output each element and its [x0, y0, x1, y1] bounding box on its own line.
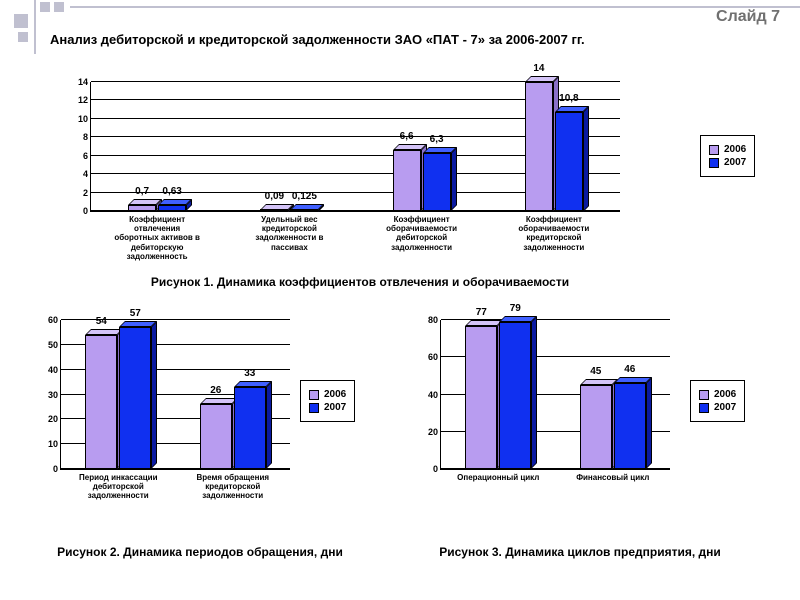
- y-tick-label: 40: [48, 365, 61, 375]
- bar-2007: 10,8: [555, 112, 583, 212]
- chart-1: 0 2 4 6 8 10 12 14 0,7 0,63 Коэффициентотвлеченияо…: [60, 72, 680, 272]
- chart-1-legend: 2006 2007: [700, 135, 755, 177]
- y-tick-label: 20: [428, 427, 441, 437]
- bar-2007: 6,3: [423, 153, 451, 211]
- y-tick-label: 8: [83, 132, 91, 142]
- value-label: 79: [510, 303, 521, 314]
- value-label: 0,09: [265, 191, 284, 202]
- y-tick-label: 0: [433, 464, 441, 474]
- deco-left-line: [34, 0, 36, 54]
- y-tick-label: 60: [48, 315, 61, 325]
- deco-sq-2: [54, 2, 64, 12]
- y-tick-label: 2: [83, 188, 91, 198]
- chart-3-legend: 2006 2007: [690, 380, 745, 422]
- y-tick-label: 50: [48, 340, 61, 350]
- y-tick-label: 0: [53, 464, 61, 474]
- chart-1-caption: Рисунок 1. Динамика коэффициентов отвлеч…: [100, 275, 620, 289]
- bar-2007: 46: [614, 383, 646, 469]
- category-label: Операционный цикл: [441, 469, 556, 482]
- y-tick-label: 40: [428, 390, 441, 400]
- y-tick-label: 10: [78, 114, 91, 124]
- legend-label-2007: 2007: [324, 402, 346, 413]
- category-label: Коэффициентоборачиваемостикредиторскойза…: [488, 211, 620, 252]
- value-label: 46: [624, 364, 635, 375]
- category-label: Коэффициентоборачиваемостидебиторскойзад…: [356, 211, 488, 252]
- y-tick-label: 30: [48, 390, 61, 400]
- value-label: 0,125: [292, 191, 317, 202]
- legend-swatch-2007: [699, 403, 709, 413]
- legend-label-2007: 2007: [724, 157, 746, 168]
- deco-sq-3: [14, 14, 28, 28]
- bar-2006: 45: [580, 385, 612, 469]
- bar-2006: 14: [525, 82, 553, 211]
- category-label: Время обращениякредиторскойзадолженности: [176, 469, 291, 501]
- legend-swatch-2007: [309, 403, 319, 413]
- y-tick-label: 10: [48, 439, 61, 449]
- value-label: 26: [210, 385, 221, 396]
- bar-2006: 77: [465, 326, 497, 469]
- legend-swatch-2006: [709, 145, 719, 155]
- page-title: Анализ дебиторской и кредиторской задолж…: [50, 32, 780, 47]
- bar-2007: 57: [119, 327, 151, 469]
- value-label: 45: [590, 366, 601, 377]
- value-label: 6,6: [400, 131, 414, 142]
- legend-label-2007: 2007: [714, 402, 736, 413]
- y-tick-label: 80: [428, 315, 441, 325]
- value-label: 10,8: [559, 93, 578, 104]
- y-tick-label: 6: [83, 151, 91, 161]
- bar-2006: 6,6: [393, 150, 421, 211]
- y-tick-label: 20: [48, 414, 61, 424]
- value-label: 54: [96, 316, 107, 327]
- deco-sq-1: [40, 2, 50, 12]
- bar-2006: 26: [200, 404, 232, 469]
- value-label: 6,3: [430, 134, 444, 145]
- legend-swatch-2006: [699, 390, 709, 400]
- bar-2007: 79: [499, 322, 531, 469]
- y-tick-label: 4: [83, 169, 91, 179]
- y-tick-label: 60: [428, 352, 441, 362]
- bar-2007: 33: [234, 387, 266, 469]
- value-label: 57: [130, 308, 141, 319]
- y-tick-label: 12: [78, 95, 91, 105]
- chart-2-plot: 01020304050605457Период инкассациидебито…: [60, 320, 290, 470]
- legend-label-2006: 2006: [324, 389, 346, 400]
- value-label: 33: [244, 368, 255, 379]
- value-label: 0,63: [162, 186, 181, 197]
- chart-2-legend: 2006 2007: [300, 380, 355, 422]
- y-tick-label: 14: [78, 77, 91, 87]
- category-label: Финансовый цикл: [556, 469, 671, 482]
- chart-2-caption: Рисунок 2. Динамика периодов обращения, …: [20, 545, 380, 559]
- value-label: 14: [533, 63, 544, 74]
- legend-label-2006: 2006: [714, 389, 736, 400]
- bar-2006: 54: [85, 335, 117, 469]
- chart-1-plot: 024681012140,70,63Коэффициентотвлеченияо…: [90, 82, 620, 212]
- legend-label-2006: 2006: [724, 144, 746, 155]
- deco-sq-4: [18, 32, 28, 42]
- deco-top-line: [70, 6, 800, 8]
- legend-swatch-2006: [309, 390, 319, 400]
- category-label: Удельный вескредиторскойзадолженности вп…: [223, 211, 355, 252]
- value-label: 0,7: [135, 186, 149, 197]
- y-tick-label: 0: [83, 206, 91, 216]
- category-label: Период инкассациидебиторскойзадолженност…: [61, 469, 176, 501]
- slide-number: Слайд 7: [716, 8, 780, 26]
- value-label: 77: [476, 307, 487, 318]
- legend-swatch-2007: [709, 158, 719, 168]
- chart-3-plot: 0204060807779Операционный цикл4546Финанс…: [440, 320, 670, 470]
- category-label: Коэффициентотвлеченияоборотных активов в…: [91, 211, 223, 261]
- chart-3-caption: Рисунок 3. Динамика циклов предприятия, …: [410, 545, 750, 559]
